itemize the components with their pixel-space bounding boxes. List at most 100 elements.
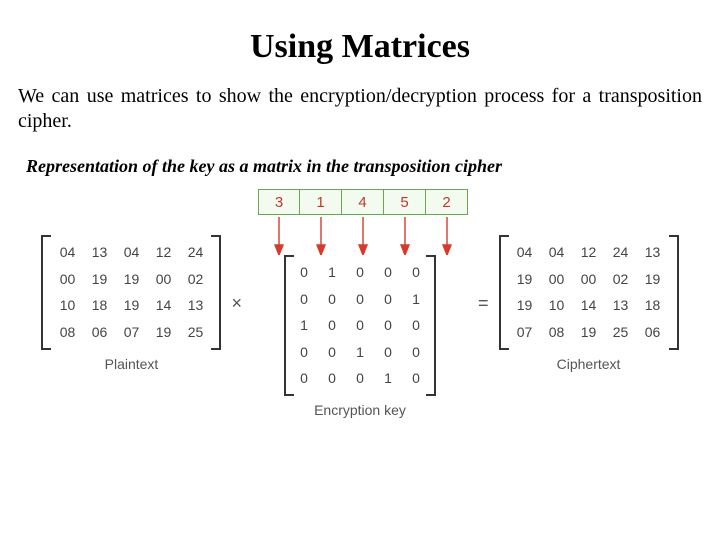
matrix-cell: 19 [515, 292, 535, 319]
key-cell: 3 [258, 189, 300, 215]
matrix-cell: 25 [611, 319, 631, 346]
matrix-cell: 19 [515, 266, 535, 293]
matrix-cell: 00 [547, 266, 567, 293]
matrix-cell: 0 [412, 259, 420, 286]
matrix-cell: 0 [412, 339, 420, 366]
matrix-row: 00100 [300, 339, 420, 366]
matrix-row: 1018191413 [57, 292, 205, 319]
matrix-row: 0806071925 [57, 319, 205, 346]
key-matrix: 0100000001100000010000010 [284, 255, 436, 396]
matrix-cell: 14 [579, 292, 599, 319]
matrix-cell: 19 [643, 266, 663, 293]
matrix-cell: 1 [384, 365, 392, 392]
matrix-cell: 14 [153, 292, 173, 319]
matrix-row: 04 13 04 12 24 [57, 239, 205, 266]
bracket-right [669, 235, 679, 349]
matrix-cell: 12 [153, 239, 173, 266]
matrix-row: 01000 [300, 259, 420, 286]
plaintext-block: 0413041224001919000210181914130806071925… [41, 235, 221, 371]
key-cell: 1 [300, 189, 342, 215]
bracket-right [426, 255, 436, 396]
page-title: Using Matrices [18, 28, 702, 66]
matrix-cell: 0 [356, 259, 364, 286]
matrix-cell: 1 [300, 312, 308, 339]
key-cell: 2 [426, 189, 468, 215]
figure: 0413041224001919000210181914130806071925… [18, 191, 702, 418]
matrix-cell: 19 [121, 292, 141, 319]
ciphertext-label: Ciphertext [557, 356, 621, 372]
matrix-cell: 19 [579, 319, 599, 346]
matrix-cell: 24 [185, 239, 205, 266]
matrix-cell: 19 [121, 266, 141, 293]
key-block: 31452 0100000001100000010000010 Encrypti… [252, 189, 468, 418]
matrix-cell: 0 [328, 365, 336, 392]
matrix-cell: 04 [121, 239, 141, 266]
matrix-cell: 0 [412, 365, 420, 392]
matrix-cell: 04 [515, 239, 535, 266]
ciphertext-matrix: 0404122413190000021919101413180708192506 [499, 235, 679, 349]
matrix-cell: 24 [611, 239, 631, 266]
matrix-cell: 02 [185, 266, 205, 293]
key-cell: 5 [384, 189, 426, 215]
matrix-row: 04 04 12 24 13 [515, 239, 663, 266]
matrix-cell: 10 [547, 292, 567, 319]
matrix-cell: 13 [611, 292, 631, 319]
matrix-cell: 12 [579, 239, 599, 266]
matrix-cell: 19 [89, 266, 109, 293]
arrows [258, 215, 468, 255]
matrix-cell: 0 [328, 286, 336, 313]
key-cell: 4 [342, 189, 384, 215]
bracket-right [211, 235, 221, 349]
matrix-cell: 0 [356, 312, 364, 339]
matrix-row: 19 10 14 13 18 [515, 292, 663, 319]
key-row: 31452 [258, 189, 468, 215]
equals-operator: = [474, 293, 493, 314]
matrix-cell: 1 [412, 286, 420, 313]
bracket-left [284, 255, 294, 396]
matrix-cell: 0 [300, 339, 308, 366]
matrix-cell: 06 [89, 319, 109, 346]
matrix-cell: 18 [643, 292, 663, 319]
bracket-left [41, 235, 51, 349]
plaintext-label: Plaintext [105, 356, 159, 372]
matrix-cell: 13 [185, 292, 205, 319]
matrix-row: 00001 [300, 286, 420, 313]
matrix-cell: 0 [384, 312, 392, 339]
figure-caption: Representation of the key as a matrix in… [26, 156, 702, 177]
ciphertext-block: 0404122413190000021919101413180708192506… [499, 235, 679, 371]
matrix-cell: 25 [185, 319, 205, 346]
matrix-cell: 0 [300, 286, 308, 313]
matrix-cell: 10 [57, 292, 77, 319]
matrix-cell: 08 [547, 319, 567, 346]
matrix-cell: 0 [328, 312, 336, 339]
times-operator: × [227, 293, 246, 314]
matrix-cell: 0 [300, 259, 308, 286]
matrix-cell: 1 [328, 259, 336, 286]
matrix-cell: 07 [121, 319, 141, 346]
matrix-cell: 1 [356, 339, 364, 366]
matrix-cell: 07 [515, 319, 535, 346]
matrix-cell: 0 [412, 312, 420, 339]
key-label: Encryption key [314, 402, 406, 418]
matrix-row: 0019190002 [57, 266, 205, 293]
matrix-cell: 0 [356, 365, 364, 392]
matrix-cell: 02 [611, 266, 631, 293]
body-paragraph: We can use matrices to show the encrypti… [18, 84, 702, 134]
matrix-cell: 00 [579, 266, 599, 293]
matrix-cell: 04 [547, 239, 567, 266]
matrix-row: 0708192506 [515, 319, 663, 346]
matrix-cell: 19 [153, 319, 173, 346]
matrix-cell: 0 [384, 286, 392, 313]
matrix-cell: 04 [57, 239, 77, 266]
matrix-cell: 0 [384, 339, 392, 366]
matrix-cell: 13 [89, 239, 109, 266]
matrix-row: 19 00 00 02 19 [515, 266, 663, 293]
matrix-cell: 0 [300, 365, 308, 392]
matrix-cell: 00 [153, 266, 173, 293]
equation-row: 0413041224001919000210181914130806071925… [41, 189, 678, 418]
matrix-row: 10000 [300, 312, 420, 339]
matrix-cell: 0 [384, 259, 392, 286]
bracket-left [499, 235, 509, 349]
matrix-cell: 13 [643, 239, 663, 266]
matrix-cell: 0 [328, 339, 336, 366]
